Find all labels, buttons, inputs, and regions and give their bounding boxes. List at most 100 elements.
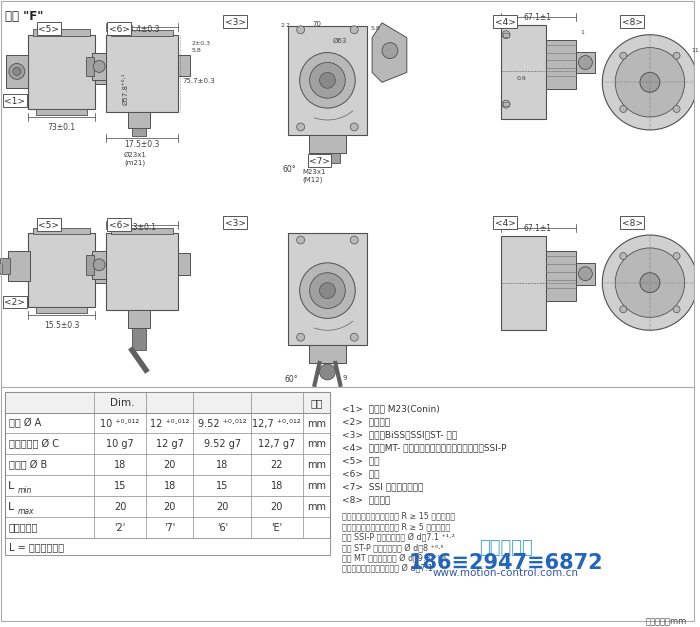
Bar [501, 25, 546, 119]
Text: <4>: <4> [495, 18, 515, 27]
Text: <5>: <5> [38, 221, 59, 230]
Bar [33, 29, 90, 36]
Text: '6': '6' [217, 523, 228, 533]
Circle shape [97, 65, 109, 77]
Text: 10 g7: 10 g7 [106, 440, 134, 450]
Circle shape [297, 333, 304, 341]
Text: <8>  客户端面: <8> 客户端面 [342, 495, 391, 504]
Bar [92, 53, 106, 80]
Bar [546, 40, 575, 89]
Circle shape [615, 248, 685, 317]
Bar [95, 60, 111, 84]
Bar [178, 55, 190, 76]
Text: 2.2: 2.2 [281, 23, 290, 28]
Circle shape [502, 100, 510, 108]
Bar [92, 251, 106, 278]
Bar [111, 29, 173, 36]
Text: 75.7±0.3: 75.7±0.3 [183, 78, 216, 85]
Text: 0.9: 0.9 [517, 76, 527, 82]
Text: 使用 MT 接口时的电缆 Ø d：9.3 ⁺¹⋅²: 使用 MT 接口时的电缆 Ø d：9.3 ⁺¹⋅² [342, 554, 447, 562]
Circle shape [297, 236, 304, 244]
Circle shape [300, 263, 355, 319]
Circle shape [350, 123, 358, 131]
Text: 使用 SSI-P 接口时的电缆 Ø d：7.1 ⁺¹⋅²: 使用 SSI-P 接口时的电缆 Ø d：7.1 ⁺¹⋅² [342, 532, 455, 542]
Text: 10 ⁺⁰⋅⁰¹²: 10 ⁺⁰⋅⁰¹² [100, 419, 140, 428]
Polygon shape [372, 23, 407, 82]
Bar [106, 233, 178, 310]
Circle shape [502, 31, 510, 39]
Circle shape [300, 53, 355, 108]
Bar [107, 22, 131, 34]
Text: Ø63: Ø63 [332, 38, 346, 44]
Text: 弹性安装时的电缆弯曲半径 R ≥ 15 倍电缆直径: 弹性安装时的电缆弯曲半径 R ≥ 15 倍电缆直径 [342, 512, 456, 521]
Text: L: L [8, 502, 14, 512]
Bar [3, 94, 27, 107]
Bar [575, 263, 595, 285]
Circle shape [640, 72, 660, 92]
Circle shape [673, 52, 680, 59]
Bar [86, 255, 94, 275]
Text: 轴型号代码: 轴型号代码 [9, 523, 38, 533]
Bar [309, 345, 346, 363]
Bar [36, 307, 88, 314]
Bar [546, 251, 575, 300]
Bar [5, 392, 330, 556]
Text: mm: mm [307, 419, 326, 428]
Text: 9: 9 [342, 375, 346, 381]
Text: 单位: 单位 [310, 398, 323, 408]
Circle shape [620, 105, 626, 112]
Circle shape [382, 43, 398, 58]
Bar [620, 216, 644, 229]
Bar [36, 218, 60, 231]
Text: Ø57.8⁺⁰⋅¹: Ø57.8⁺⁰⋅¹ [122, 72, 128, 105]
Bar [28, 233, 95, 307]
Circle shape [309, 273, 345, 308]
Circle shape [602, 34, 698, 130]
Text: 5.8: 5.8 [370, 26, 380, 31]
Text: 17.5±0.3: 17.5±0.3 [124, 140, 160, 149]
Text: 22: 22 [271, 460, 283, 470]
Bar [307, 154, 331, 167]
Polygon shape [288, 26, 367, 135]
Bar [503, 33, 509, 37]
Text: 20: 20 [164, 460, 176, 470]
Text: 9.52 ⁺⁰⋅⁰¹²: 9.52 ⁺⁰⋅⁰¹² [198, 419, 246, 428]
Bar [309, 135, 346, 153]
Text: <5>  轴向: <5> 轴向 [342, 456, 380, 465]
Bar [132, 329, 146, 350]
Circle shape [13, 68, 21, 75]
Bar [493, 216, 517, 229]
Bar [111, 63, 117, 80]
Bar [107, 218, 131, 231]
Bar [111, 228, 173, 234]
Text: 2±0.3: 2±0.3 [192, 41, 211, 46]
Text: 186≡2947≡6872: 186≡2947≡6872 [409, 554, 603, 574]
Circle shape [9, 63, 25, 80]
Text: <4>  接口：MT- 并行（仅适用电缆）、现场总线、SSI-P: <4> 接口：MT- 并行（仅适用电缆）、现场总线、SSI-P [342, 443, 507, 452]
Text: <3>  接口：BiSS、SSI、ST- 并行: <3> 接口：BiSS、SSI、ST- 并行 [342, 430, 458, 440]
Text: 15: 15 [114, 481, 126, 491]
Text: 12,7 ⁺⁰⋅⁰¹²: 12,7 ⁺⁰⋅⁰¹² [253, 419, 301, 428]
Bar [33, 228, 90, 234]
Bar [575, 51, 595, 73]
Text: <8>: <8> [622, 219, 643, 228]
Bar [620, 15, 644, 28]
Text: <4>: <4> [495, 219, 515, 228]
Circle shape [615, 48, 685, 117]
Bar [28, 34, 95, 109]
Text: max: max [18, 507, 34, 516]
Text: Ø23x1: Ø23x1 [124, 152, 147, 158]
Bar [223, 216, 247, 229]
Text: 18: 18 [271, 481, 283, 491]
Bar [86, 56, 94, 76]
Circle shape [93, 60, 105, 72]
Circle shape [350, 26, 358, 34]
Bar [501, 236, 546, 330]
Text: 12,7 g7: 12,7 g7 [258, 440, 295, 450]
Circle shape [93, 259, 105, 271]
Text: M23x1: M23x1 [302, 169, 326, 174]
Polygon shape [288, 233, 367, 345]
Text: <5>: <5> [38, 24, 59, 34]
Text: L = 连接轴的深度: L = 连接轴的深度 [9, 542, 64, 552]
Bar [5, 537, 330, 556]
